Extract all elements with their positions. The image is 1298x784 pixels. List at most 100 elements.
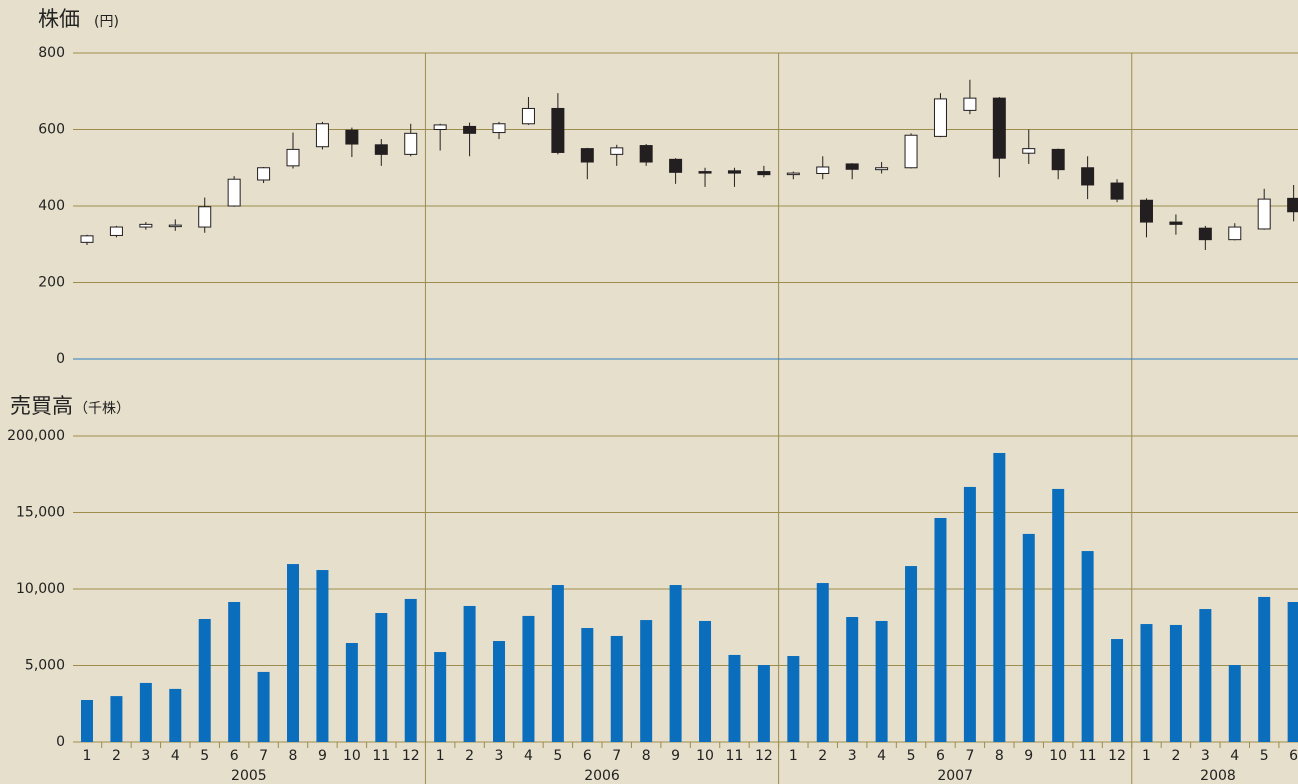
candle-body <box>875 167 889 171</box>
x-tick-label: 12 <box>1108 748 1126 764</box>
candle-body <box>1022 148 1036 154</box>
bar <box>375 613 388 742</box>
bar <box>1169 624 1182 742</box>
candle-body <box>963 97 977 111</box>
bar <box>757 665 770 742</box>
x-tick-label: 6 <box>583 748 592 764</box>
candle-body <box>1169 221 1183 225</box>
bar <box>198 618 211 742</box>
x-tick-label: 8 <box>995 748 1004 764</box>
price-title: 株価 <box>38 7 80 31</box>
candle-body <box>1110 182 1124 200</box>
bar <box>493 641 506 742</box>
bar <box>522 615 535 742</box>
x-tick-label: 7 <box>612 748 621 764</box>
bar <box>816 583 829 742</box>
bar <box>669 585 682 742</box>
bar <box>963 486 976 742</box>
candle-body <box>109 226 123 236</box>
candle-body <box>433 124 447 131</box>
candle-body <box>168 224 182 228</box>
x-tick-label: 2 <box>465 748 474 764</box>
price-unit: (円) <box>94 14 119 30</box>
year-label: 2007 <box>937 768 973 784</box>
candle-body <box>845 163 859 170</box>
x-tick-label: 12 <box>402 748 420 764</box>
x-tick-label: 9 <box>318 748 327 764</box>
x-tick-label: 5 <box>553 748 562 764</box>
bar <box>905 566 918 742</box>
x-tick-label: 9 <box>1024 748 1033 764</box>
candle-body <box>315 123 329 148</box>
bar <box>1199 609 1212 742</box>
y-tick-label: 5,000 <box>25 658 65 674</box>
x-tick-label: 9 <box>671 748 680 764</box>
bar <box>787 656 800 742</box>
bar <box>1081 551 1094 742</box>
x-tick-label: 5 <box>1260 748 1269 764</box>
candle-body <box>1257 198 1271 230</box>
candle-body <box>1287 197 1298 213</box>
bar <box>404 598 417 742</box>
x-tick-label: 5 <box>200 748 209 764</box>
candle-body <box>727 170 741 174</box>
bar <box>316 570 329 742</box>
candle-body <box>198 206 212 228</box>
candle-body <box>904 134 918 169</box>
bar <box>1287 602 1298 742</box>
bar <box>1258 596 1271 742</box>
x-tick-label: 3 <box>1201 748 1210 764</box>
bar <box>875 620 888 742</box>
x-tick-label: 11 <box>1079 748 1097 764</box>
candle-body <box>139 223 153 228</box>
x-tick-label: 3 <box>141 748 150 764</box>
x-tick-label: 1 <box>436 748 445 764</box>
x-tick-label: 4 <box>524 748 533 764</box>
candle-body <box>698 171 712 174</box>
x-tick-label: 4 <box>877 748 886 764</box>
candle-body <box>933 98 947 137</box>
candle-body <box>1139 199 1153 223</box>
bar <box>1052 488 1065 742</box>
bar <box>287 564 300 742</box>
year-label: 2006 <box>584 768 620 784</box>
candle-body <box>1198 227 1212 241</box>
candle-body <box>1081 167 1095 186</box>
x-tick-label: 12 <box>755 748 773 764</box>
y-tick-label: 400 <box>38 198 65 214</box>
bar <box>551 585 564 742</box>
x-tick-label: 5 <box>907 748 916 764</box>
year-label: 2008 <box>1200 768 1236 784</box>
x-tick-label: 3 <box>495 748 504 764</box>
candle-body <box>757 171 771 176</box>
x-tick-label: 1 <box>83 748 92 764</box>
candle-body <box>639 145 653 163</box>
candle-body <box>374 144 388 155</box>
x-tick-label: 11 <box>372 748 390 764</box>
x-tick-label: 2 <box>818 748 827 764</box>
x-tick-label: 6 <box>936 748 945 764</box>
x-tick-label: 8 <box>289 748 298 764</box>
x-tick-label: 3 <box>848 748 857 764</box>
bar <box>1140 624 1153 742</box>
x-tick-label: 6 <box>230 748 239 764</box>
candle-body <box>521 107 535 125</box>
x-tick-label: 2 <box>1171 748 1180 764</box>
x-tick-label: 10 <box>343 748 361 764</box>
bar <box>110 696 123 742</box>
candle-body <box>345 129 359 145</box>
bar <box>993 452 1006 742</box>
y-tick-label: 0 <box>56 351 65 367</box>
candle-body <box>786 172 800 176</box>
bar <box>699 620 712 742</box>
candle-body <box>492 123 506 134</box>
candle-body <box>286 148 300 167</box>
candle-body <box>992 97 1006 159</box>
bar <box>1228 665 1241 742</box>
y-tick-label: 10,000 <box>16 581 65 597</box>
year-label: 2005 <box>231 768 267 784</box>
x-tick-label: 4 <box>171 748 180 764</box>
x-tick-label: 10 <box>696 748 714 764</box>
bar <box>846 616 859 742</box>
candle-body <box>669 158 683 173</box>
